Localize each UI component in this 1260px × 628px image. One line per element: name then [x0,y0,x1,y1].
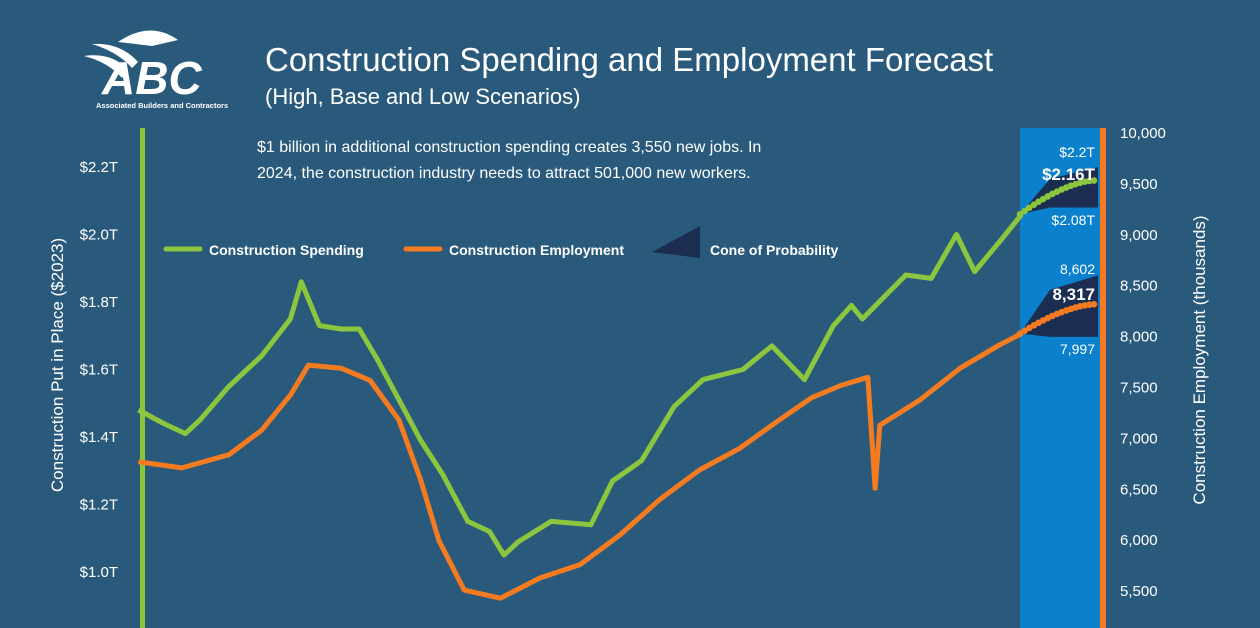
spending-base-label: $2.16T [1042,165,1096,184]
logo-subtext: Associated Builders and Contractors [96,101,228,110]
right-tick-label: 10,000 [1120,125,1166,142]
legend-spending-label: Construction Spending [209,242,364,258]
left-tick-label: $1.2T [80,497,118,514]
right-tick-label: 5,500 [1120,583,1158,600]
spending-low-label: $2.08T [1051,212,1095,228]
left-tick-label: $1.8T [80,294,118,311]
note-line-1: $1 billion in additional construction sp… [257,139,761,156]
right-axis-label: Construction Employment (thousands) [1190,215,1209,504]
logo-stripe-icon [84,55,128,78]
employment-line [138,331,1023,601]
left-tick-label: $2.2T [80,159,118,176]
right-axis-line [1100,128,1106,628]
left-tick-label: $1.4T [80,429,118,446]
employment-high-label: 8,602 [1060,261,1095,277]
logo-text: ABC [101,52,202,104]
left-axis-label: Construction Put in Place ($2023) [48,238,67,492]
left-tick-label: $2.0T [80,227,118,244]
legend-cone-label: Cone of Probability [710,242,839,258]
spending-high-label: $2.2T [1059,144,1095,160]
left-tick-label: $1.0T [80,564,118,581]
legend: Construction Spending Construction Emplo… [163,226,839,258]
left-tick-label: $1.6T [80,362,118,379]
spending-forecast-dot [1021,207,1028,215]
employment-low-label: 7,997 [1060,341,1095,357]
chart-subtitle: (High, Base and Low Scenarios) [265,84,581,109]
right-tick-label: 6,500 [1120,481,1158,498]
legend-cone-swatch [652,226,700,258]
right-tick-label: 8,500 [1120,278,1158,295]
logo-stripe-icon [92,43,138,68]
right-tick-label: 9,000 [1120,227,1158,244]
employment-base-label: 8,317 [1052,285,1095,304]
note-line-2: 2024, the construction industry needs to… [257,165,751,182]
right-tick-label: 7,000 [1120,430,1158,447]
spending-forecast-dot [1090,177,1098,184]
chart-title: Construction Spending and Employment For… [265,41,993,78]
employment-forecast-dot [1090,301,1098,308]
spending-line [137,212,1024,558]
right-tick-label: 8,000 [1120,329,1158,346]
legend-employment-label: Construction Employment [449,242,624,258]
abc-logo: ABC Associated Builders and Contractors [84,30,228,110]
forecast-band [1020,128,1100,628]
right-tick-label: 7,500 [1120,380,1158,397]
right-tick-label: 6,000 [1120,532,1158,549]
spending-forecast-dot [1016,210,1024,218]
right-tick-label: 9,500 [1120,176,1158,193]
logo-flag-icon [118,30,178,46]
left-axis-line [140,128,145,628]
